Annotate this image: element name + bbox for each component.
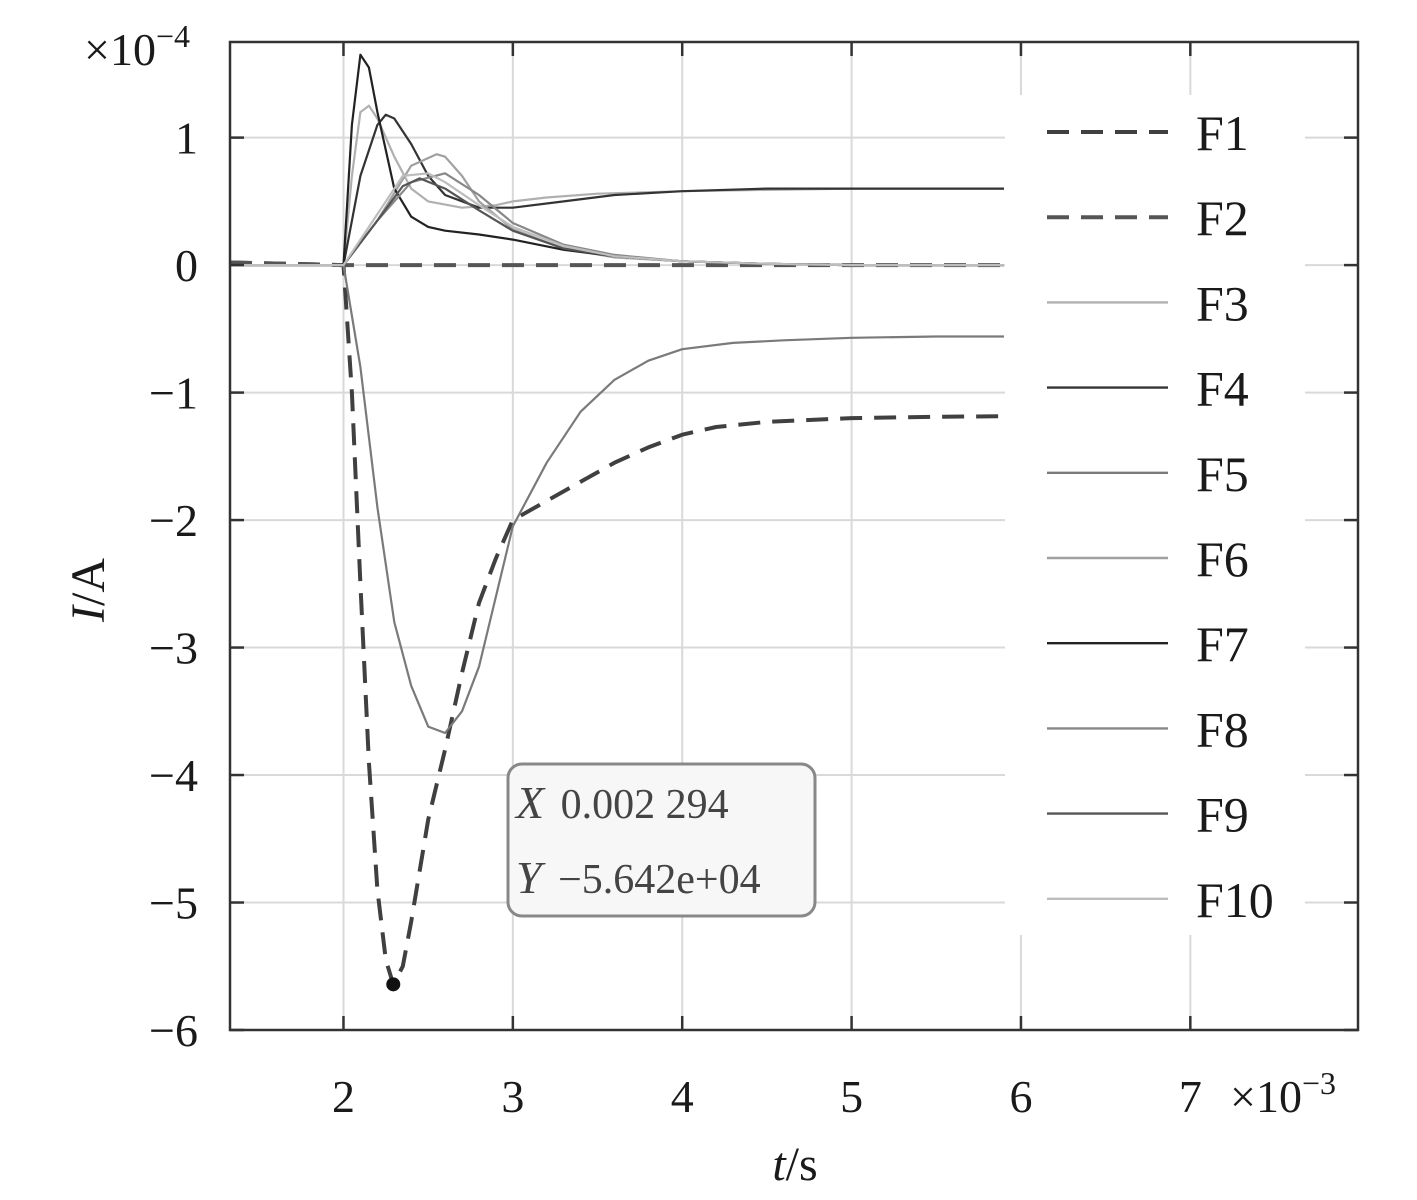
datatip[interactable]: X 0.002 294 Y −5.642e+04 [386, 762, 817, 992]
legend-label-f7: F7 [1196, 616, 1249, 672]
legend-label-f5: F5 [1196, 446, 1249, 502]
legend-label-f1: F1 [1196, 105, 1249, 161]
x-tick-label: 4 [671, 1071, 694, 1122]
datatip-y-row: Y −5.642e+04 [516, 852, 761, 903]
x-tick-label: 7 [1179, 1071, 1202, 1122]
datatip-x-value: 0.002 294 [561, 782, 729, 828]
legend-label-f9: F9 [1196, 787, 1249, 843]
y-tick-label: −2 [149, 495, 198, 546]
x-exponent-label: ×10−3 [1230, 1065, 1336, 1122]
x-axis-label: t/s [772, 1138, 817, 1191]
y-tick-label: −5 [149, 878, 198, 929]
series-line-f1 [229, 260, 1005, 987]
x-tick-label: 5 [840, 1071, 863, 1122]
legend-label-f3: F3 [1196, 275, 1249, 331]
series-line-f10 [230, 172, 1004, 267]
x-tick-label: 2 [332, 1071, 355, 1122]
series-line-f3 [230, 104, 1004, 267]
y-tick-label: −3 [149, 623, 198, 674]
y-tick-label: 0 [175, 240, 198, 291]
plot-frame [228, 40, 1360, 1032]
ticks: 2 3 4 5 6 7 1 0 −1 −2 −3 −4 −5 −6 [149, 42, 1358, 1122]
series-line-f5 [230, 264, 1004, 735]
x-exponent-power: −3 [1302, 1065, 1336, 1101]
legend-label-f6: F6 [1196, 531, 1249, 587]
y-tick-label: −4 [149, 750, 198, 801]
y-exponent-label: ×10−4 [84, 18, 190, 75]
legend-label-f8: F8 [1196, 701, 1249, 757]
legend-label-f2: F2 [1196, 190, 1249, 246]
legend-label-f10: F10 [1196, 872, 1274, 928]
y-exponent-power: −4 [156, 18, 190, 54]
datatip-x-row: X 0.002 294 [514, 777, 729, 828]
y-axis-label: I/A [62, 558, 115, 623]
series-line-f4 [230, 113, 1004, 267]
datatip-marker[interactable] [386, 977, 401, 992]
datatip-box [506, 762, 817, 918]
series-layer [229, 53, 1005, 987]
legend: F1 F2 F3 F4 F5 F6 F7 F8 F9 F10 [1005, 95, 1305, 935]
datatip-y-value: −5.642e+04 [558, 857, 761, 903]
x-tick-label: 3 [501, 1071, 524, 1122]
y-tick-label: 1 [175, 113, 198, 164]
x-tick-label: 6 [1009, 1071, 1032, 1122]
legend-label-f4: F4 [1196, 361, 1249, 417]
series-line-f7 [230, 53, 1004, 267]
y-tick-label: −6 [149, 1005, 198, 1056]
legend-background [1005, 95, 1305, 935]
y-tick-label: −1 [149, 368, 198, 419]
